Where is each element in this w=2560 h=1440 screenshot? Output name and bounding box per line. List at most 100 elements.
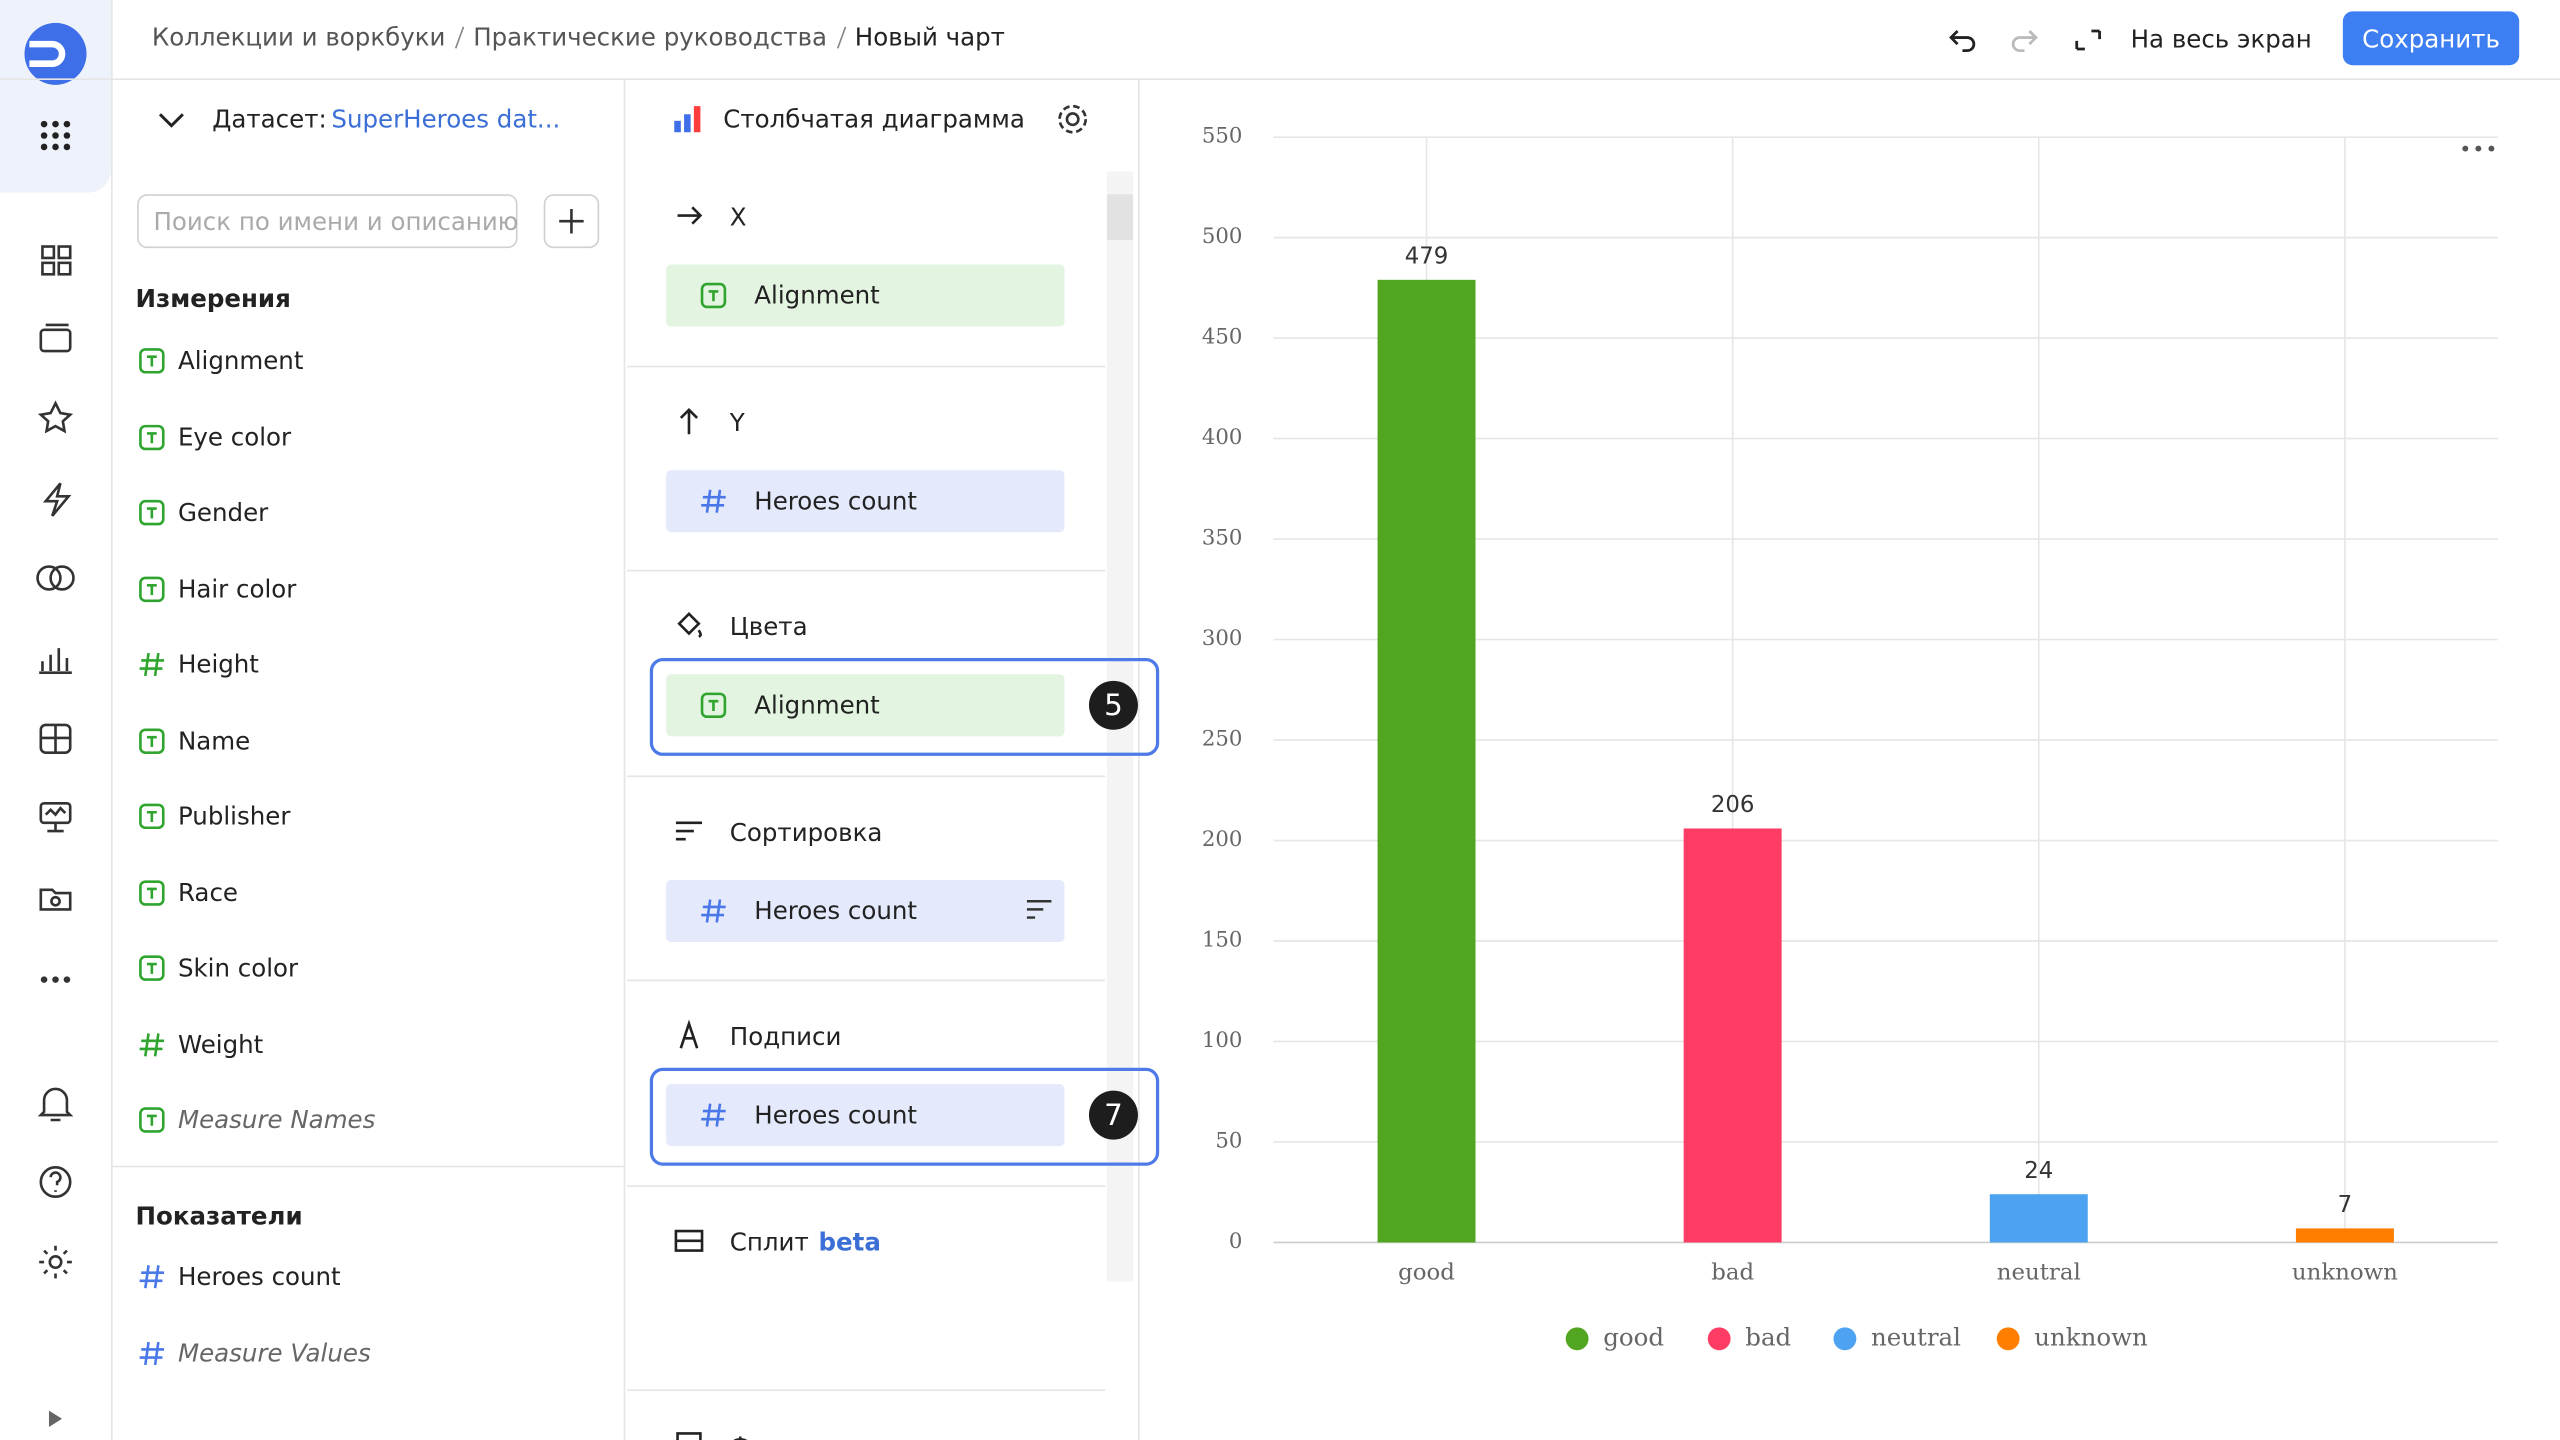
dimension-field[interactable]: Alignment — [177, 346, 304, 376]
menu-dot — [2462, 145, 2469, 152]
divider — [626, 569, 1106, 572]
icon-glyph — [146, 962, 157, 974]
measure-field[interactable]: Measure Values — [177, 1338, 371, 1369]
y-tick-label: 500 — [1202, 224, 1243, 249]
y-tick-label: 250 — [1202, 727, 1243, 752]
chart-type-name[interactable]: Столбчатая диаграмма — [723, 104, 1025, 134]
save-button[interactable]: Сохранить — [2342, 11, 2520, 66]
breadcrumb-current: Новый чарт — [854, 22, 1005, 53]
section-title: Сплит — [729, 1226, 809, 1257]
undo[interactable] — [1949, 30, 1976, 52]
add-field-button[interactable] — [543, 194, 600, 249]
icon-glyph — [146, 507, 157, 519]
section-title: X — [729, 202, 747, 232]
field-icon — [139, 652, 165, 677]
section-icon — [675, 820, 703, 840]
y-tick-label: 300 — [1202, 626, 1243, 651]
field-icon — [139, 575, 165, 602]
icon-box — [700, 282, 727, 309]
dataset-name[interactable]: SuperHeroes dat... — [331, 104, 561, 134]
legend-label[interactable]: neutral — [1871, 1322, 1961, 1351]
icon-box — [139, 803, 165, 830]
toolbar-icons — [1949, 29, 2101, 52]
dimension-field[interactable]: Measure Names — [177, 1105, 376, 1135]
y-tick-label: 150 — [1202, 928, 1243, 953]
data-label: 206 — [1711, 792, 1755, 818]
icon-glyph — [679, 1019, 699, 1049]
dimension-field[interactable]: Skin color — [177, 953, 299, 983]
breadcrumb[interactable]: Коллекции и воркбуки — [151, 22, 446, 53]
data-label: 24 — [2024, 1158, 2053, 1184]
field-icon — [139, 803, 165, 830]
icon-glyph — [146, 583, 157, 595]
measures-title: Показатели — [135, 1201, 303, 1232]
settings-icon[interactable] — [1053, 100, 1092, 139]
section-title: Фильтры — [730, 1432, 846, 1440]
field-icon — [701, 1103, 726, 1127]
dataset-panel — [113, 80, 626, 1440]
dimension-field[interactable]: Publisher — [177, 801, 291, 832]
dimension-field[interactable]: Height — [177, 649, 259, 680]
legend-marker — [1833, 1327, 1857, 1351]
icon-box — [139, 499, 165, 526]
field-pill[interactable] — [666, 1084, 1065, 1147]
field-pill[interactable] — [666, 469, 1065, 532]
breadcrumb[interactable]: Практические руководства — [473, 22, 828, 53]
field-pill[interactable] — [666, 264, 1065, 327]
dimension-field[interactable]: Hair color — [177, 573, 297, 604]
y-tick-label: 550 — [1202, 124, 1243, 149]
divider — [626, 979, 1106, 982]
plus-icon — [559, 208, 584, 234]
redo[interactable] — [2011, 30, 2038, 52]
collapse-chevron[interactable] — [155, 104, 188, 137]
icon-glyph — [675, 820, 703, 840]
section-icon — [676, 1432, 702, 1440]
section-title: Сортировка — [729, 817, 883, 847]
sort-icon — [1026, 899, 1052, 918]
breadcrumb-separator — [454, 26, 464, 49]
search-input[interactable] — [137, 194, 518, 249]
field-icon — [139, 879, 165, 905]
section-icon — [679, 1019, 699, 1049]
icon-glyph — [701, 898, 726, 922]
section-icon — [677, 612, 702, 638]
icon-glyph — [146, 810, 157, 823]
fullscreen-icon[interactable] — [2075, 29, 2101, 51]
field-icon — [701, 488, 726, 513]
dimension-field[interactable]: Name — [177, 725, 251, 756]
pill-label: Heroes count — [754, 1100, 917, 1130]
field-icon — [139, 1032, 165, 1056]
dimension-field[interactable]: Gender — [177, 497, 269, 528]
icon-glyph — [677, 206, 703, 225]
icon-glyph — [701, 1103, 726, 1127]
measure-field[interactable]: Heroes count — [177, 1262, 341, 1292]
y-tick-label: 400 — [1202, 425, 1243, 450]
divider — [112, 1165, 624, 1168]
top-bar — [0, 0, 2560, 80]
legend-label[interactable]: good — [1603, 1322, 1664, 1351]
icon-glyph — [674, 1228, 704, 1252]
field-icon — [139, 423, 165, 450]
legend-label[interactable]: unknown — [2034, 1322, 2148, 1351]
field-icon — [700, 692, 727, 719]
x-tick-label: good — [1398, 1259, 1455, 1285]
fullscreen-button[interactable]: На весь экран — [2130, 24, 2312, 54]
dimension-field[interactable]: Weight — [177, 1029, 264, 1059]
y-tick-label: 350 — [1202, 526, 1243, 551]
legend-label[interactable]: bad — [1745, 1322, 1791, 1351]
icon-glyph — [701, 488, 726, 513]
dimension-field[interactable]: Race — [177, 877, 238, 907]
icon-box — [139, 955, 165, 981]
dimension-field[interactable]: Eye color — [177, 422, 292, 452]
scrollbar-thumb[interactable] — [1106, 194, 1134, 240]
icon-glyph — [146, 1114, 157, 1126]
field-pill[interactable] — [666, 879, 1065, 942]
legend-marker — [1565, 1327, 1589, 1351]
beta-tag: beta — [818, 1226, 881, 1257]
bar — [2295, 1228, 2394, 1243]
field-pill[interactable] — [666, 674, 1065, 737]
y-tick-label: 0 — [1229, 1229, 1243, 1254]
highlight-box — [649, 1067, 1160, 1166]
highlight-box — [649, 657, 1160, 756]
y-tick-label: 50 — [1215, 1128, 1242, 1153]
